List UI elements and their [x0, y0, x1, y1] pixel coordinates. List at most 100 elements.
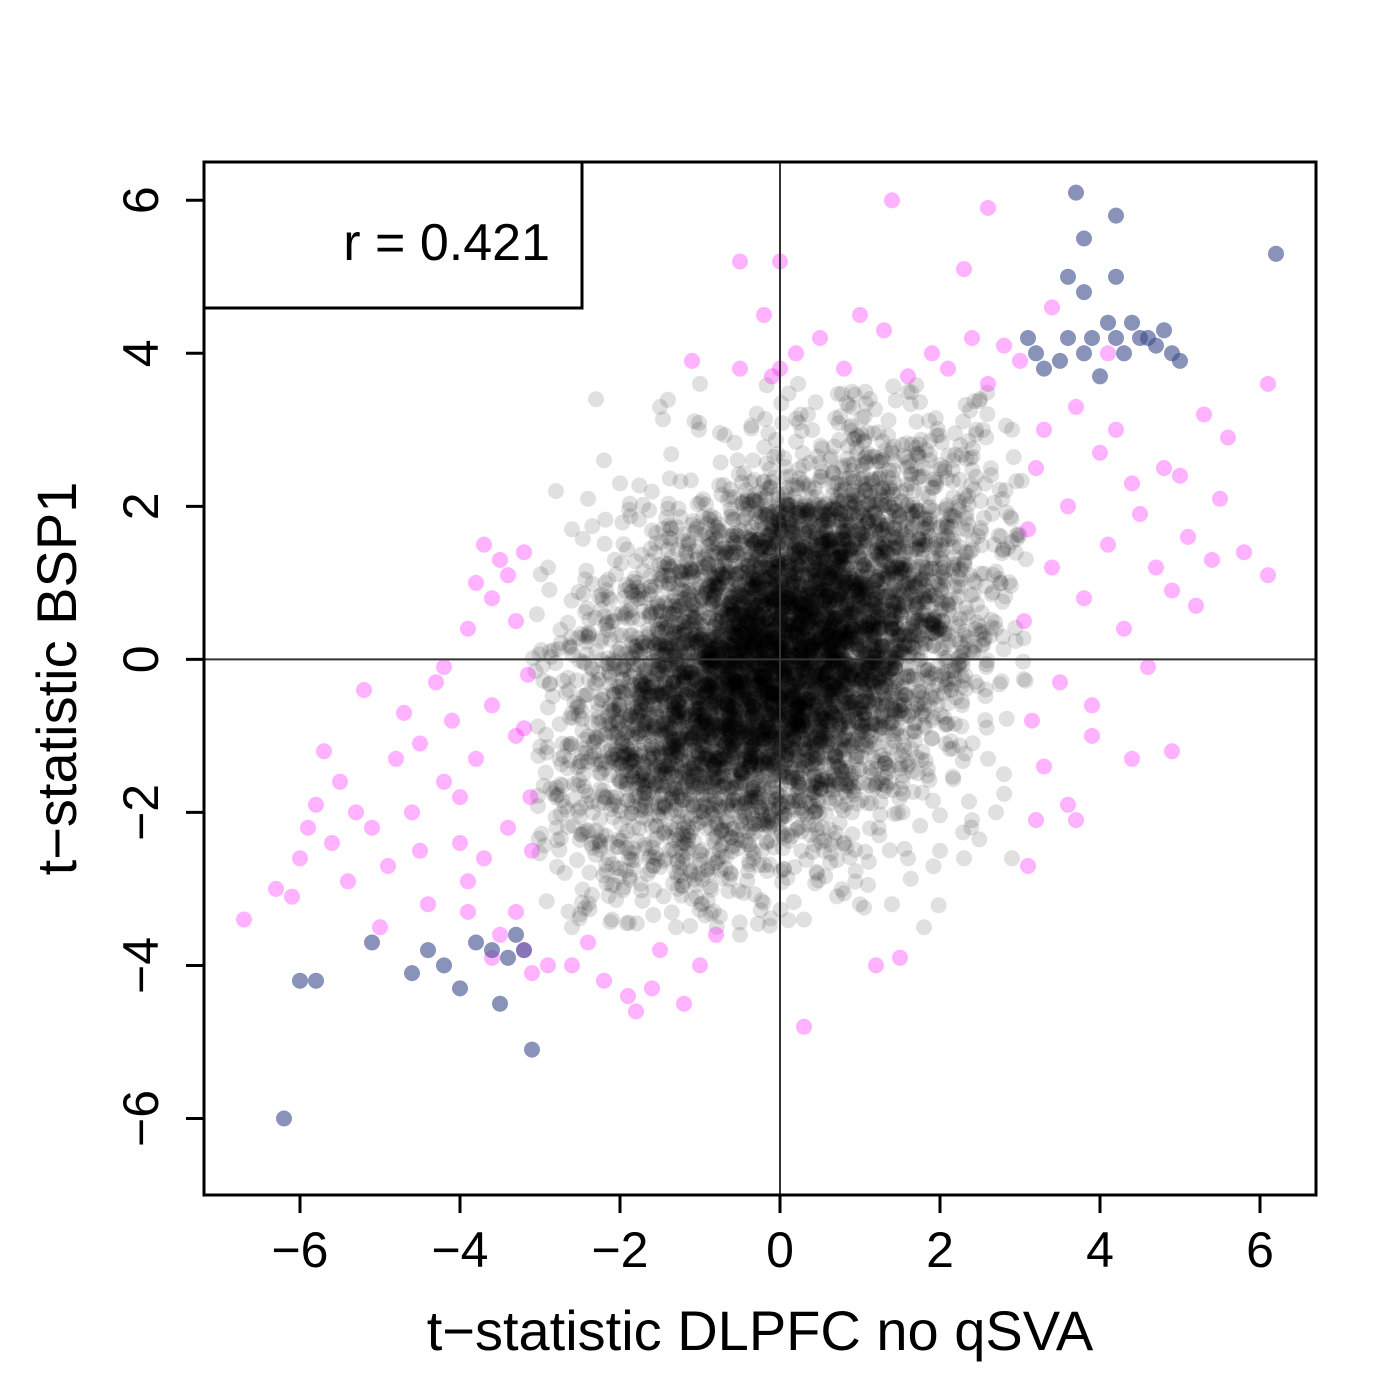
- data-point: [544, 688, 561, 705]
- data-point: [945, 559, 961, 576]
- data-point: [946, 512, 963, 529]
- data-point: [579, 686, 596, 703]
- data-point: [632, 722, 649, 739]
- data-point: [797, 522, 814, 539]
- data-point: [547, 809, 564, 826]
- data-point: [814, 549, 831, 566]
- data-point: [870, 606, 886, 623]
- data-point: [653, 726, 670, 743]
- data-point: [588, 730, 605, 747]
- data-point: [774, 599, 790, 616]
- data-point: [695, 734, 712, 751]
- data-point: [745, 674, 762, 691]
- data-point: [645, 832, 662, 849]
- data-point: [669, 853, 686, 870]
- data-point: [844, 383, 860, 400]
- data-point: [780, 501, 797, 518]
- data-point: [541, 643, 558, 660]
- data-point: [906, 575, 923, 591]
- data-point: [614, 684, 631, 701]
- data-point: [785, 689, 802, 706]
- data-point: [677, 675, 694, 692]
- data-point: [733, 822, 750, 839]
- data-point: [1004, 421, 1020, 438]
- data-point: [796, 548, 813, 565]
- data-point: [621, 754, 638, 771]
- data-point: [722, 481, 739, 498]
- data-point: [672, 509, 689, 526]
- data-point: [702, 673, 719, 690]
- data-point: [698, 721, 715, 737]
- data-point: [766, 619, 783, 636]
- data-point: [909, 515, 926, 532]
- data-point: [670, 731, 687, 748]
- data-point: [626, 639, 643, 656]
- data-point: [703, 707, 720, 724]
- data-point: [692, 714, 709, 731]
- data-point: [889, 677, 906, 694]
- data-point: [979, 384, 996, 401]
- data-point: [853, 638, 870, 655]
- data-point: [722, 601, 739, 618]
- data-point: [747, 677, 764, 694]
- data-point: [725, 698, 741, 715]
- data-point: [779, 496, 796, 513]
- data-point: [807, 710, 824, 727]
- data-point: [665, 705, 682, 722]
- data-point: [847, 662, 864, 679]
- data-point: [883, 540, 900, 557]
- data-point: [908, 461, 925, 478]
- data-point: [982, 460, 999, 477]
- data-point: [867, 573, 884, 590]
- data-point: [872, 524, 889, 541]
- data-point: [701, 678, 718, 695]
- data-point: [792, 769, 809, 786]
- data-point: [741, 570, 758, 587]
- data-point: [960, 629, 977, 646]
- data-point: [746, 815, 763, 832]
- data-point: [693, 896, 710, 913]
- data-point: [888, 742, 905, 759]
- data-point: [757, 667, 774, 684]
- data-point: [604, 911, 620, 928]
- data-point: [648, 705, 665, 722]
- data-point: [782, 532, 799, 549]
- data-point: [805, 767, 822, 784]
- data-point: [680, 840, 697, 857]
- data-point: [789, 784, 806, 801]
- data-point: [857, 535, 874, 552]
- data-point: [764, 590, 781, 607]
- data-point: [661, 684, 678, 701]
- data-point: [706, 618, 723, 635]
- data-point: [773, 601, 790, 618]
- data-point: [841, 781, 858, 798]
- data-point: [812, 571, 829, 587]
- data-point: [690, 720, 707, 737]
- data-point: [564, 919, 580, 936]
- data-point: [748, 632, 765, 648]
- data-point: [831, 574, 848, 591]
- data-point: [702, 688, 719, 705]
- data-point: [758, 588, 775, 605]
- data-point: [741, 606, 758, 623]
- data-point: [808, 489, 825, 505]
- data-point: [902, 396, 919, 413]
- data-point: [880, 412, 897, 429]
- data-point: [796, 582, 813, 599]
- data-point: [803, 573, 820, 590]
- data-point: [892, 696, 909, 713]
- data-point: [642, 686, 659, 703]
- data-point: [641, 608, 658, 625]
- data-point: [883, 660, 900, 677]
- data-point: [733, 775, 750, 792]
- data-point: [790, 675, 807, 692]
- data-point: [891, 628, 908, 645]
- data-point: [997, 482, 1014, 499]
- data-point: [718, 735, 735, 751]
- data-point: [899, 758, 916, 775]
- data-point: [818, 727, 835, 744]
- data-point: [851, 725, 868, 742]
- data-point: [728, 544, 745, 561]
- data-point: [714, 567, 731, 584]
- data-point: [783, 759, 800, 776]
